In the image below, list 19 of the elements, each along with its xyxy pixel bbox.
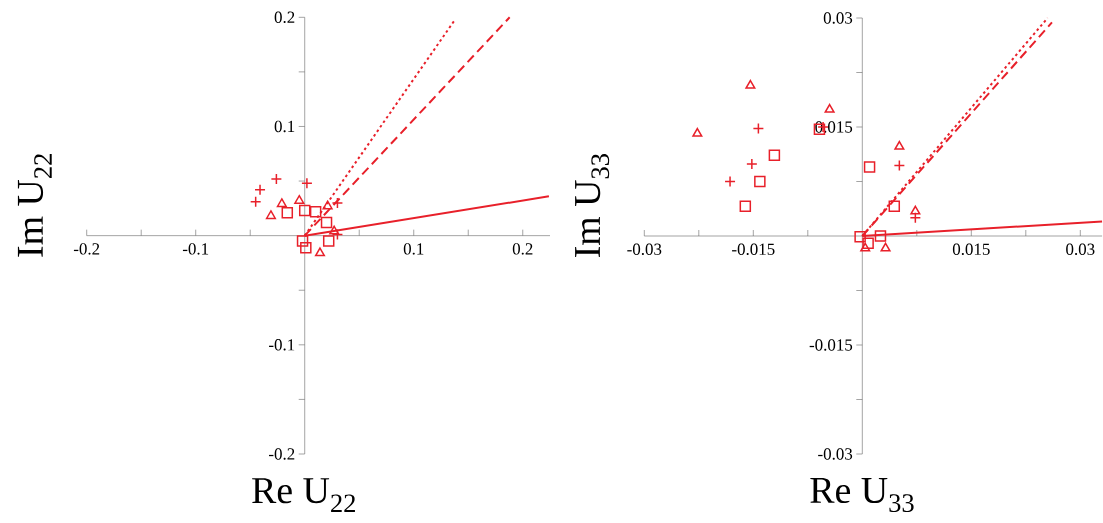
y-axis-title: Im U$_{33}$	[575, 154, 610, 258]
y-tick-label: -0.015	[809, 339, 853, 351]
x-axis-title: Re U$_{22}$	[252, 478, 355, 512]
x-tick-label: -0.2	[73, 243, 100, 255]
y-tick-label: 0.03	[823, 12, 853, 24]
x-tick-label: 0.1	[403, 243, 424, 255]
y-tick-label: -0.2	[269, 448, 295, 460]
x-tick-label: 0.2	[512, 243, 533, 255]
x-tick-label: -0.1	[182, 243, 209, 255]
x-tick-label: -0.03	[627, 243, 662, 256]
x-tick-label: -0.015	[732, 243, 775, 256]
x-tick-label: 0.03	[1066, 243, 1095, 256]
y-tick-label: -0.1	[269, 339, 295, 351]
y-axis-title: Im U$_{22}$	[17, 154, 52, 257]
y-tick-label: 0.1	[274, 120, 295, 133]
y-tick-label: 0.2	[274, 11, 295, 24]
x-tick-label: 0.015	[952, 243, 990, 256]
y-tick-label: -0.03	[818, 448, 853, 460]
x-axis-title: Re U$_{33}$	[810, 477, 914, 513]
